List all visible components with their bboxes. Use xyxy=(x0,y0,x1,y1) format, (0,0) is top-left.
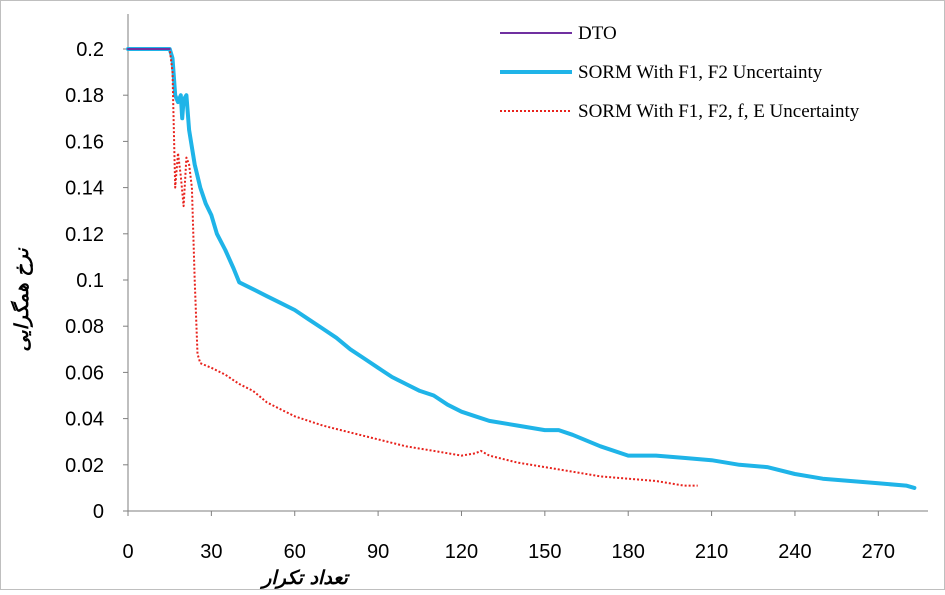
series-line-1 xyxy=(126,47,917,490)
x-tick-label: 210 xyxy=(695,541,728,563)
y-axis-title: نرخ همگرایی xyxy=(10,247,33,352)
legend-label-2: SORM With F1, F2, f, E Uncertainty xyxy=(578,101,860,122)
x-tick-label: 30 xyxy=(200,541,222,563)
y-tick-label: 0.18 xyxy=(65,85,104,107)
axes xyxy=(123,14,928,516)
x-tick-label: 240 xyxy=(778,541,811,563)
y-tick-label: 0.2 xyxy=(76,39,104,61)
y-tick-label: 0 xyxy=(93,501,104,523)
x-axis-title: تعداد تکرار xyxy=(259,567,350,589)
y-tick-label: 0.06 xyxy=(65,362,104,384)
y-tick-label: 0.16 xyxy=(65,131,104,153)
y-tick-label: 0.12 xyxy=(65,224,104,246)
legend-label-1: SORM With F1, F2 Uncertainty xyxy=(578,62,823,83)
y-tick-label: 0.14 xyxy=(65,178,104,200)
x-tick-label: 150 xyxy=(528,541,561,563)
x-tick-label: 60 xyxy=(284,541,306,563)
series-lines xyxy=(126,47,917,490)
tick-labels: 0 0.02 0.04 0.06 0.08 0.1 0.12 0.14 0.16 0.18 0.2 0… xyxy=(65,39,895,563)
y-tick-label: 0.1 xyxy=(76,270,104,292)
x-tick-label: 180 xyxy=(612,541,645,563)
y-tick-label: 0.08 xyxy=(65,316,104,338)
legend-label-0: DTO xyxy=(578,23,617,44)
x-tick-label: 0 xyxy=(122,541,133,563)
x-tick-label: 120 xyxy=(445,541,478,563)
y-tick-label: 0.04 xyxy=(65,409,104,431)
legend: DTO SORM With F1, F2 Uncertainty SORM With… xyxy=(500,23,860,122)
y-tick-label: 0.02 xyxy=(65,455,104,477)
series-line-2 xyxy=(128,48,698,487)
x-tick-label: 90 xyxy=(367,541,389,563)
x-tick-label: 270 xyxy=(862,541,895,563)
